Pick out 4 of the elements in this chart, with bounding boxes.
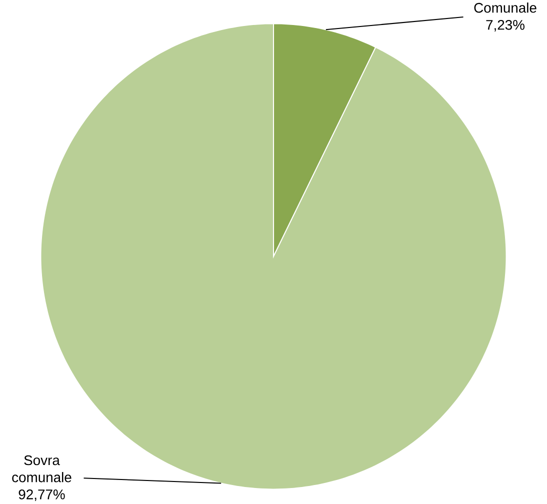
slice-label: Comunale: [474, 2, 536, 13]
data-label: 92,77%: [18, 490, 65, 502]
data-label: 7,23%: [486, 20, 524, 32]
slice-label: Sovra comunale: [12, 456, 72, 482]
